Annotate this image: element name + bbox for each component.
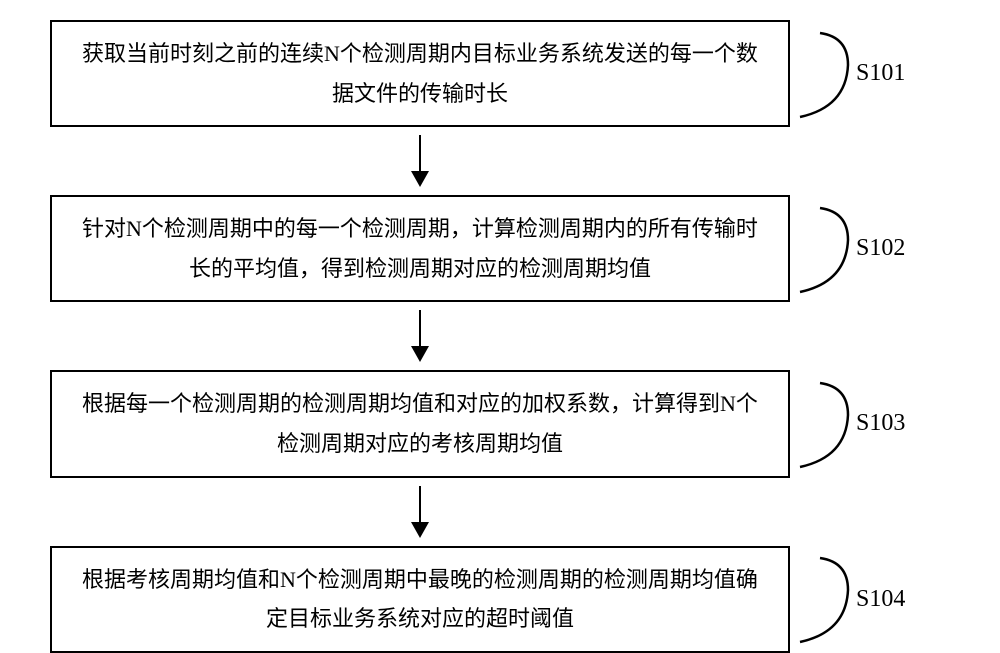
step-label: S103 (856, 410, 905, 437)
step-row: 获取当前时刻之前的连续N个检测周期内目标业务系统发送的每一个数据文件的传输时长 … (0, 20, 1000, 127)
brace-icon (798, 379, 854, 469)
step-label: S102 (856, 235, 905, 262)
step-box-2: 针对N个检测周期中的每一个检测周期，计算检测周期内的所有传输时长的平均值，得到检… (50, 195, 790, 302)
step-label-wrap: S101 (798, 29, 905, 119)
step-label: S104 (856, 586, 905, 613)
step-label: S101 (856, 60, 905, 87)
step-label-wrap: S103 (798, 379, 905, 469)
step-row: 针对N个检测周期中的每一个检测周期，计算检测周期内的所有传输时长的平均值，得到检… (0, 195, 1000, 302)
step-text: 根据考核周期均值和N个检测周期中最晚的检测周期的检测周期均值确定目标业务系统对应… (82, 567, 758, 632)
step-box-4: 根据考核周期均值和N个检测周期中最晚的检测周期的检测周期均值确定目标业务系统对应… (50, 546, 790, 653)
step-row: 根据考核周期均值和N个检测周期中最晚的检测周期的检测周期均值确定目标业务系统对应… (0, 546, 1000, 653)
flowchart-container: 获取当前时刻之前的连续N个检测周期内目标业务系统发送的每一个数据文件的传输时长 … (0, 20, 1000, 653)
step-row: 根据每一个检测周期的检测周期均值和对应的加权系数，计算得到N个检测周期对应的考核… (0, 370, 1000, 477)
arrow-icon (0, 310, 1000, 362)
step-box-3: 根据每一个检测周期的检测周期均值和对应的加权系数，计算得到N个检测周期对应的考核… (50, 370, 790, 477)
arrow-icon (0, 486, 1000, 538)
brace-icon (798, 554, 854, 644)
brace-icon (798, 204, 854, 294)
step-text: 根据每一个检测周期的检测周期均值和对应的加权系数，计算得到N个检测周期对应的考核… (82, 391, 758, 456)
step-text: 针对N个检测周期中的每一个检测周期，计算检测周期内的所有传输时长的平均值，得到检… (82, 216, 758, 281)
step-box-1: 获取当前时刻之前的连续N个检测周期内目标业务系统发送的每一个数据文件的传输时长 (50, 20, 790, 127)
step-text: 获取当前时刻之前的连续N个检测周期内目标业务系统发送的每一个数据文件的传输时长 (82, 41, 758, 106)
step-label-wrap: S102 (798, 204, 905, 294)
step-label-wrap: S104 (798, 554, 905, 644)
arrow-icon (0, 135, 1000, 187)
brace-icon (798, 29, 854, 119)
